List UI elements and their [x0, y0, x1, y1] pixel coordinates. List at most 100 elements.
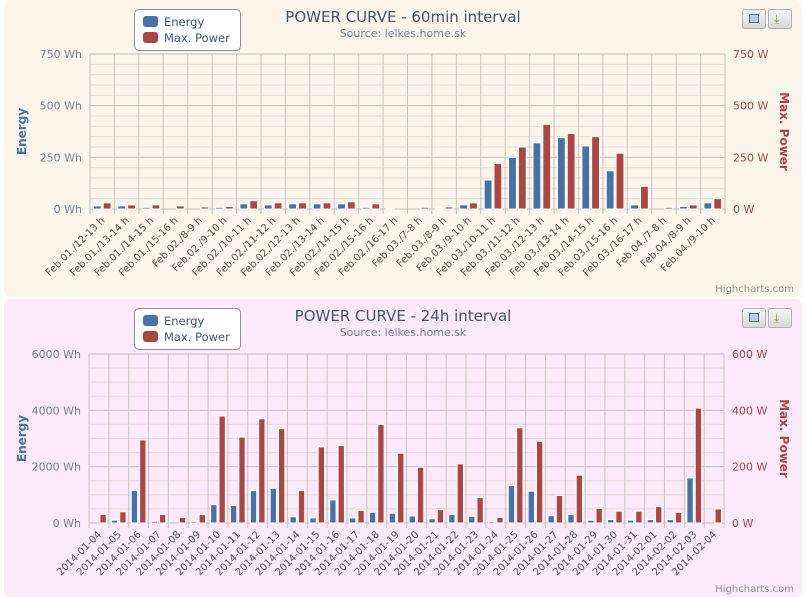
energy-bar — [210, 504, 218, 524]
energy-bar — [459, 204, 469, 210]
energy-bar — [190, 520, 198, 524]
power-bar — [694, 407, 703, 524]
power-bar — [397, 452, 405, 524]
y2-tick-label: 250 W — [733, 151, 768, 164]
y-tick-label: 6000 Wh — [32, 348, 81, 361]
power-bar — [371, 203, 381, 210]
power-bar — [655, 506, 663, 524]
power-bar — [688, 204, 698, 210]
energy-bar — [626, 519, 635, 524]
download-icon: ⤓ — [774, 12, 780, 26]
energy-bar — [349, 517, 357, 524]
legend-item-power[interactable]: Max. Power — [143, 330, 230, 344]
power-bar — [591, 136, 600, 210]
power-bar — [218, 415, 226, 524]
power-bar — [555, 494, 564, 524]
energy-bar — [605, 170, 615, 210]
power-bar — [158, 514, 167, 524]
energy-bar — [556, 137, 566, 210]
energy-bar — [532, 142, 542, 210]
power-bar — [496, 516, 504, 524]
power-bar — [566, 133, 576, 210]
legend-label: Max. Power — [164, 330, 230, 344]
legend-item-energy[interactable]: Energy — [143, 314, 204, 328]
power-bar — [535, 440, 544, 524]
y2-axis-title: Max. Power — [777, 92, 791, 171]
power-bar — [575, 474, 584, 524]
power-bar — [175, 205, 185, 210]
power-bar — [102, 202, 112, 210]
energy-bar — [368, 511, 377, 524]
energy-bar — [288, 203, 298, 210]
energy-bar — [666, 519, 674, 524]
export-button[interactable]: ⤓ — [768, 308, 792, 328]
chart-svg: 0 Wh 0 W 2000 Wh 200 W 4000 Wh 400 W 6000 Wh 60… — [15, 348, 791, 578]
energy-bar — [630, 204, 640, 210]
y2-axis-title: Max. Power — [777, 399, 791, 478]
energy-bar — [309, 517, 317, 524]
power-bar — [198, 514, 206, 524]
power-swatch — [143, 331, 158, 342]
power-bar — [249, 200, 259, 210]
power-bar — [258, 418, 266, 524]
power-bar — [224, 206, 234, 210]
power-bar — [178, 516, 187, 524]
power-bar — [542, 123, 552, 210]
power-bar — [456, 463, 464, 524]
power-bar — [595, 507, 603, 524]
energy-bar — [434, 207, 444, 210]
power-bar — [416, 466, 425, 524]
chart-subtitle: Source: lelkes.home.sk — [339, 326, 467, 339]
credits-link[interactable]: Highcharts.com — [715, 584, 794, 595]
legend-label: Energy — [164, 314, 205, 328]
energy-bar — [337, 203, 346, 210]
power-bar — [493, 163, 503, 210]
energy-bar — [507, 485, 516, 524]
legend-label: Max. Power — [164, 31, 230, 45]
chart-subtitle: Source: lelkes.home.sk — [339, 27, 467, 40]
download-icon: ⤓ — [774, 311, 780, 325]
y-tick-label: 250 Wh — [40, 151, 82, 164]
y-axis-title: Energy — [15, 415, 29, 462]
energy-bar — [263, 204, 273, 210]
power-bar — [615, 152, 625, 210]
chart-panel-24h: 0 Wh 0 W 2000 Wh 200 W 4000 Wh 400 W 6000 Wh 60… — [4, 299, 802, 597]
power-bar — [322, 202, 332, 210]
legend-item-power[interactable]: Max. Power — [143, 31, 230, 45]
legend: Energy Max. Power — [134, 308, 241, 350]
power-bar — [674, 511, 683, 524]
printer-icon — [749, 14, 759, 23]
energy-bar — [130, 490, 139, 524]
energy-bar — [587, 519, 595, 524]
print-button[interactable] — [742, 9, 766, 29]
power-bar — [317, 446, 326, 524]
y-tick-label: 500 Wh — [40, 100, 82, 113]
energy-bar — [703, 202, 713, 210]
legend-item-energy[interactable]: Energy — [143, 15, 204, 29]
y2-tick-label: 600 W — [732, 348, 767, 361]
power-bar — [420, 206, 430, 210]
legend: Energy Max. Power — [134, 9, 241, 51]
y2-tick-label: 500 W — [733, 100, 768, 113]
legend-label: Energy — [164, 15, 205, 29]
energy-bar — [141, 206, 151, 210]
power-bar — [357, 509, 365, 524]
energy-bar — [215, 206, 224, 210]
energy-bar — [428, 518, 436, 524]
energy-bar — [150, 520, 158, 524]
power-bar — [346, 201, 356, 210]
credits-link[interactable]: Highcharts.com — [715, 284, 794, 295]
power-bar — [469, 202, 478, 210]
power-bar — [476, 497, 484, 524]
chart-title: POWER CURVE - 24h interval — [294, 307, 512, 325]
y2-tick-label: 750 W — [733, 48, 768, 61]
power-bar — [635, 510, 643, 524]
energy-bar — [117, 205, 127, 210]
export-button[interactable]: ⤓ — [768, 9, 792, 29]
power-bar — [278, 428, 286, 524]
y-tick-label: 4000 Wh — [32, 404, 81, 417]
power-bar — [127, 204, 136, 210]
y-tick-label: 0 Wh — [54, 203, 82, 216]
energy-bar — [269, 487, 278, 524]
print-button[interactable] — [742, 308, 766, 328]
